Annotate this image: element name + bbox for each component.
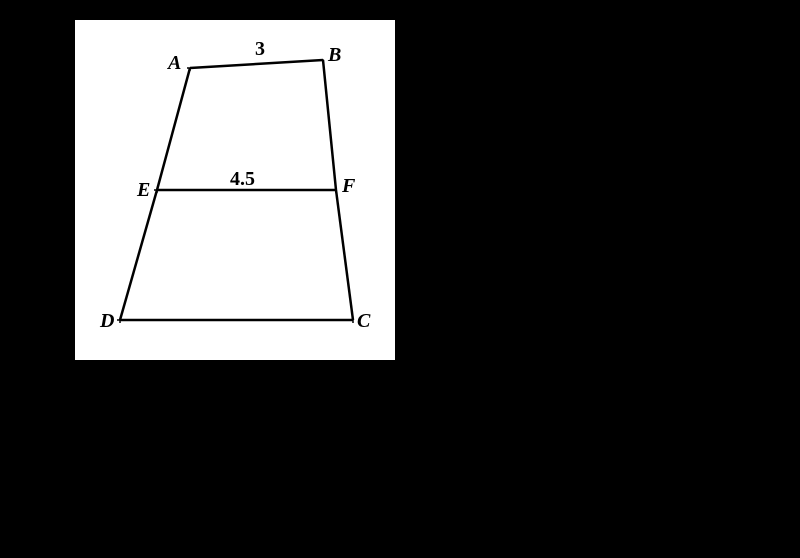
edge-A-B xyxy=(190,60,323,68)
edge-D-E xyxy=(120,190,157,320)
edge-label-A-B: 3 xyxy=(255,38,265,61)
vertex-tick-F xyxy=(333,190,336,193)
vertex-label-A: A xyxy=(168,52,181,75)
vertex-label-C: C xyxy=(357,310,370,333)
vertex-label-E: E xyxy=(137,179,150,202)
vertex-label-B: B xyxy=(328,44,341,67)
vertex-tick-D xyxy=(117,320,120,323)
vertex-label-D: D xyxy=(100,310,114,333)
edge-B-F xyxy=(323,60,336,190)
vertex-tick-B xyxy=(320,60,323,63)
edge-F-C xyxy=(336,190,353,320)
vertex-tick-C xyxy=(350,320,353,323)
edge-label-E-F: 4.5 xyxy=(230,168,255,191)
edge-E-A xyxy=(157,68,190,190)
diagram-panel: 3 4.5 A B E F D C xyxy=(75,20,395,360)
vertex-label-F: F xyxy=(342,175,355,198)
